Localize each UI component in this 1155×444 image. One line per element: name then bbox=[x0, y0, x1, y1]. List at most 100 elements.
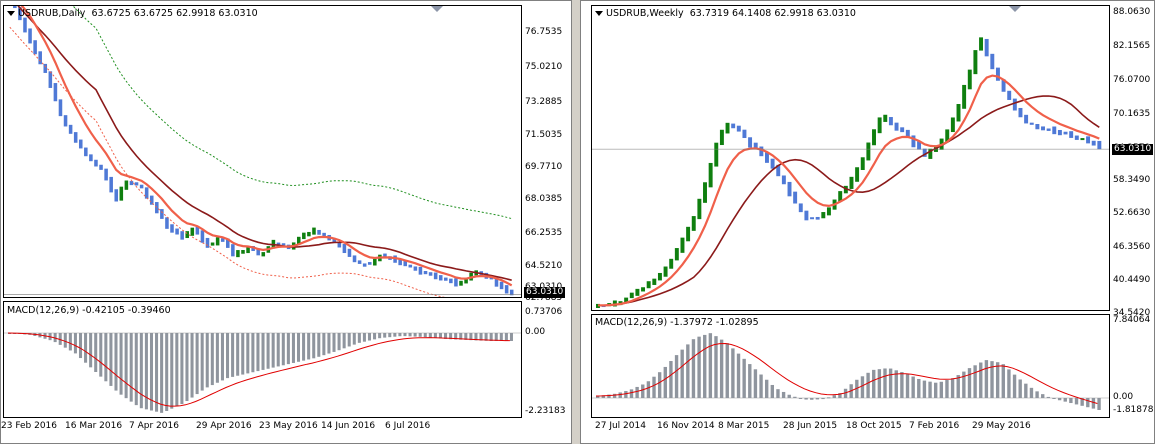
price-bar bbox=[256, 248, 260, 256]
macd-histogram-bar bbox=[872, 369, 876, 398]
macd-histogram-bar bbox=[205, 333, 209, 388]
price-bar bbox=[984, 38, 989, 57]
macd-histogram-bar bbox=[624, 391, 628, 398]
macd-histogram-bar bbox=[357, 333, 361, 343]
time-axis-label: 29 Apr 2016 bbox=[196, 421, 252, 431]
price-bar bbox=[342, 243, 347, 254]
price-bar bbox=[731, 123, 736, 129]
macd-histogram-bar bbox=[821, 398, 825, 400]
macd-histogram-bar bbox=[646, 381, 651, 398]
collapse-triangle-icon[interactable] bbox=[1009, 6, 1021, 12]
macd-histogram-bar bbox=[215, 333, 219, 383]
price-bar bbox=[109, 176, 113, 193]
price-bar bbox=[210, 242, 215, 246]
price-scale-label: 71.5035 bbox=[525, 130, 563, 140]
price-bar bbox=[697, 198, 702, 220]
macd-histogram-bar bbox=[770, 384, 775, 398]
price-bar bbox=[646, 281, 651, 289]
macd-histogram-bar bbox=[302, 333, 306, 361]
price-bar bbox=[652, 278, 657, 285]
price-scale-label: 64.5210 bbox=[525, 261, 563, 271]
price-bar bbox=[33, 40, 37, 55]
macd-signal-line bbox=[595, 342, 1098, 404]
macd-histogram-bar bbox=[826, 397, 831, 399]
price-scale-label: 0.73706 bbox=[525, 307, 563, 317]
price-bar bbox=[144, 187, 149, 199]
price-bar bbox=[89, 154, 93, 162]
daily-macd-title: MACD(12,26,9) -0.42105 -0.39460 bbox=[7, 305, 171, 316]
price-bar bbox=[281, 243, 286, 248]
weekly-chart-window[interactable]: USDRUB,Weekly 63.7319 64.1408 62.9918 63… bbox=[580, 0, 1155, 444]
price-bar bbox=[804, 210, 809, 221]
price-bar bbox=[48, 71, 53, 88]
price-bar bbox=[759, 146, 764, 157]
daily-macd-plot[interactable] bbox=[3, 301, 522, 418]
price-bar bbox=[459, 280, 463, 286]
price-scale-label: 34.5420 bbox=[1113, 308, 1151, 318]
price-bar bbox=[1018, 107, 1023, 118]
price-bar bbox=[352, 255, 357, 263]
macd-signal-line bbox=[7, 332, 510, 407]
macd-histogram-bar bbox=[296, 333, 301, 362]
price-bar bbox=[362, 263, 367, 267]
menu-arrow-icon[interactable] bbox=[595, 11, 603, 16]
price-bar bbox=[78, 139, 83, 149]
price-bar bbox=[917, 141, 922, 150]
macd-histogram-bar bbox=[134, 333, 138, 406]
price-bar bbox=[860, 157, 865, 170]
daily-chart-window[interactable]: USDRUB,Daily 63.6725 63.6725 62.9918 63.… bbox=[0, 0, 572, 444]
macd-histogram-bar bbox=[618, 392, 622, 398]
macd-histogram-bar bbox=[383, 333, 387, 338]
daily-price-plot[interactable] bbox=[3, 5, 522, 298]
price-bar bbox=[973, 50, 978, 75]
price-bar bbox=[872, 129, 876, 146]
price-bar bbox=[928, 148, 933, 159]
time-axis-label: 6 Jul 2016 bbox=[385, 421, 431, 431]
price-bar bbox=[489, 277, 494, 280]
macd-histogram-bar bbox=[1097, 398, 1101, 410]
price-bar bbox=[398, 258, 402, 266]
weekly-macd-plot[interactable] bbox=[591, 314, 1110, 418]
price-bar bbox=[719, 129, 724, 146]
price-bar bbox=[337, 242, 342, 248]
macd-histogram-bar bbox=[499, 333, 503, 341]
price-bar bbox=[843, 185, 848, 194]
price-bar bbox=[170, 224, 174, 233]
macd-histogram-bar bbox=[663, 366, 667, 398]
macd-histogram-bar bbox=[888, 368, 893, 398]
ohlc-values: 63.7319 64.1408 62.9918 63.0310 bbox=[689, 8, 856, 19]
weekly-macd-scale: 7.84064 0.00 -1.81878 bbox=[1110, 314, 1155, 418]
macd-histogram-bar bbox=[697, 336, 701, 398]
price-bar bbox=[781, 175, 786, 185]
macd-histogram-bar bbox=[63, 333, 67, 348]
price-scale-label: 0.00 bbox=[1113, 392, 1134, 402]
price-scale-label: 73.2885 bbox=[525, 97, 563, 107]
lower-envelope-line bbox=[9, 26, 446, 297]
price-bar bbox=[302, 232, 306, 240]
weekly-price-plot[interactable] bbox=[591, 5, 1110, 311]
price-bar bbox=[798, 203, 803, 213]
macd-histogram-bar bbox=[1080, 398, 1084, 406]
price-bar bbox=[1052, 126, 1057, 135]
macd-histogram-bar bbox=[1063, 398, 1067, 402]
macd-histogram-bar bbox=[373, 333, 377, 340]
price-bar bbox=[367, 262, 372, 265]
price-bar bbox=[1080, 138, 1085, 141]
macd-histogram-bar bbox=[1024, 383, 1028, 398]
collapse-triangle-icon[interactable] bbox=[431, 6, 443, 12]
price-scale-label: 62.7885 bbox=[525, 293, 563, 303]
menu-arrow-icon[interactable] bbox=[7, 11, 15, 16]
price-bar bbox=[1086, 136, 1091, 144]
price-bar bbox=[18, 7, 22, 21]
macd-histogram-bar bbox=[220, 333, 224, 381]
macd-histogram-bar bbox=[327, 333, 331, 354]
price-bar bbox=[220, 238, 225, 242]
price-bar bbox=[226, 238, 230, 248]
price-bar bbox=[185, 231, 189, 239]
price-bar bbox=[139, 184, 144, 189]
macd-histogram-bar bbox=[815, 398, 820, 400]
price-bar bbox=[787, 181, 792, 197]
window-splitter[interactable] bbox=[572, 0, 580, 444]
macd-histogram-bar bbox=[1052, 398, 1056, 399]
price-bar bbox=[84, 147, 88, 157]
